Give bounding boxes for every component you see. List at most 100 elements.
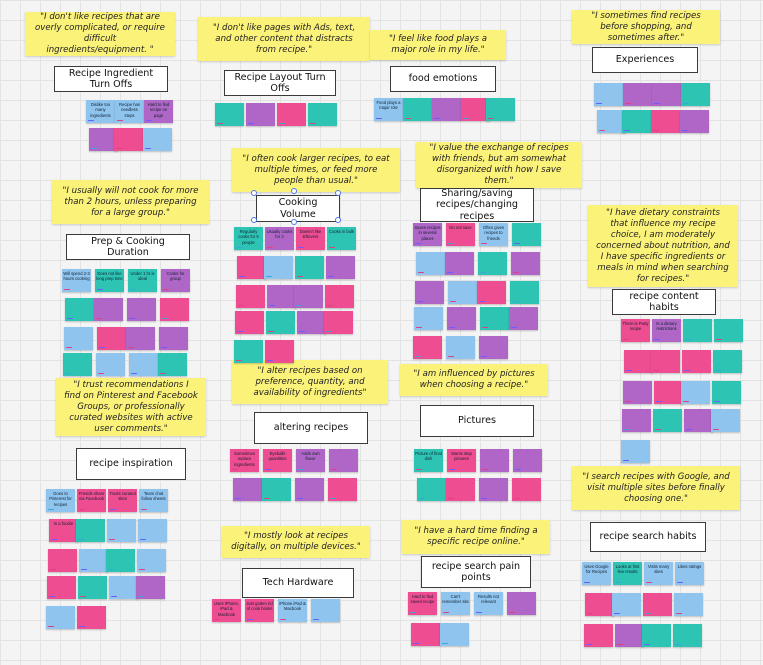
sticky-note[interactable]: Recipe has needless steps [115,100,144,123]
quote-sticky[interactable]: "I don't like pages with Ads, text, and … [198,17,370,61]
sticky-note[interactable] [266,311,295,334]
selection-handle[interactable] [335,217,341,223]
sticky-note[interactable] [78,576,107,599]
sticky-note[interactable] [236,285,265,308]
cluster-title[interactable]: Pictures [420,405,534,437]
sticky-note[interactable] [76,519,105,542]
sticky-note[interactable] [326,256,355,279]
sticky-note[interactable]: Uses Google for Recipes [582,562,611,585]
sticky-note[interactable] [622,110,651,133]
sticky-note[interactable] [512,478,541,501]
sticky-note[interactable] [711,409,740,432]
sticky-note[interactable] [47,576,76,599]
sticky-note[interactable]: Adds own flavor [296,449,325,472]
cluster-title[interactable]: food emotions [390,66,496,92]
sticky-note[interactable] [513,449,542,472]
sticky-note[interactable] [512,223,541,246]
sticky-note[interactable]: Team chat follow sheets [139,489,168,512]
sticky-note[interactable] [46,606,75,629]
sticky-note[interactable]: Wants step pictures [447,449,476,472]
sticky-note[interactable] [107,519,136,542]
sticky-note[interactable] [413,336,442,359]
sticky-note[interactable]: Looks at first few results [613,562,642,585]
sticky-note[interactable] [295,478,324,501]
sticky-note[interactable] [96,353,125,376]
sticky-note[interactable] [684,409,713,432]
sticky-note[interactable] [262,478,291,501]
sticky-note[interactable]: Just gotten rid of cook books [245,599,274,622]
quote-sticky[interactable]: "I usually will not cook for more than 2… [52,180,209,224]
sticky-note[interactable] [158,353,187,376]
sticky-note[interactable] [129,353,158,376]
sticky-note[interactable]: Hard to find recipe on page [144,100,173,123]
quote-sticky[interactable]: "I am influenced by pictures when choosi… [400,364,548,396]
sticky-note[interactable]: There is Party recipe [621,319,650,342]
sticky-note[interactable] [416,252,445,275]
sticky-note[interactable] [446,478,475,501]
sticky-note[interactable] [622,409,651,432]
sticky-note[interactable] [584,624,613,647]
sticky-note[interactable] [414,307,443,330]
sticky-note[interactable] [509,307,538,330]
sticky-note[interactable] [63,353,92,376]
sticky-note[interactable] [65,298,94,321]
sticky-note[interactable] [623,381,652,404]
sticky-note[interactable] [594,83,623,106]
sticky-note[interactable] [138,519,167,542]
cluster-title[interactable]: altering recipes [254,412,368,444]
sticky-note[interactable] [712,381,741,404]
sticky-note[interactable] [48,549,77,572]
sticky-note[interactable]: Saves recipes in several places [413,223,442,246]
quote-sticky[interactable]: "I don't like recipes that are overly co… [25,12,175,56]
sticky-note[interactable]: Is a dietary restrictions [652,319,681,342]
sticky-note[interactable] [403,98,432,121]
sticky-note[interactable] [448,281,477,304]
quote-sticky[interactable]: "I search recipes with Google, and visit… [572,466,740,510]
quote-sticky[interactable]: "I value the exchange of recipes with fr… [416,142,582,188]
sticky-note[interactable] [126,327,155,350]
sticky-note[interactable] [479,478,508,501]
quote-sticky[interactable]: "I trust recommendations I find on Pinte… [56,378,206,436]
selection-handle[interactable] [251,217,257,223]
sticky-note[interactable]: Uses iPhone, iPad & Macbook [212,599,241,622]
sticky-note[interactable]: Often gives recipes to friends [479,223,508,246]
sticky-note[interactable] [324,311,353,334]
sticky-note[interactable] [264,256,293,279]
sticky-note[interactable] [267,285,296,308]
sticky-note[interactable]: Does not like long prep time [95,269,124,292]
sticky-note[interactable]: Likes ratings [675,562,704,585]
cluster-title[interactable]: Experiences [592,47,698,73]
sticky-note[interactable] [673,624,702,647]
sticky-note[interactable]: Results not relevant [474,592,503,615]
sticky-note[interactable] [651,350,680,373]
sticky-note[interactable] [411,623,440,646]
sticky-note[interactable] [680,110,709,133]
sticky-note[interactable] [215,103,244,126]
sticky-note[interactable]: Usually cooks for 2 [265,227,294,250]
sticky-note[interactable] [432,98,461,121]
sticky-note[interactable] [445,252,474,275]
sticky-note[interactable] [97,327,126,350]
selection-handle[interactable] [291,219,297,225]
cluster-title[interactable]: recipe inspiration [76,448,186,480]
sticky-note[interactable] [511,252,540,275]
sticky-note[interactable] [246,103,275,126]
sticky-note[interactable]: Doesn't like leftovers [296,227,325,250]
sticky-note[interactable] [77,606,106,629]
sticky-note[interactable] [114,128,143,151]
sticky-note[interactable]: Dislike too many ingredients [86,100,115,123]
selection-handle[interactable] [251,190,257,196]
sticky-note[interactable]: Do not save [446,223,475,246]
sticky-note[interactable] [235,311,264,334]
quote-sticky[interactable]: "I feel like food plays a major role in … [370,30,506,60]
cluster-title[interactable]: Prep & Cooking Duration [66,234,190,260]
sticky-note[interactable] [297,311,326,334]
cluster-title[interactable]: recipe search habits [590,522,706,552]
sticky-note[interactable] [160,298,189,321]
cluster-title[interactable]: Recipe Ingredient Turn Offs [54,66,168,92]
cluster-title[interactable]: Cooking Volume [256,195,340,222]
sticky-note[interactable] [653,409,682,432]
sticky-note[interactable] [621,440,650,463]
sticky-note[interactable] [94,298,123,321]
sticky-note[interactable] [325,285,354,308]
